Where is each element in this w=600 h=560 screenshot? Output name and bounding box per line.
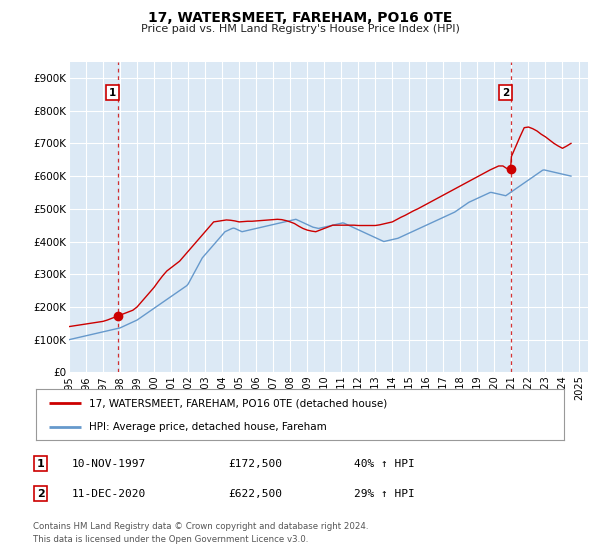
Text: 40% ↑ HPI: 40% ↑ HPI <box>354 459 415 469</box>
Text: 17, WATERSMEET, FAREHAM, PO16 0TE (detached house): 17, WATERSMEET, FAREHAM, PO16 0TE (detac… <box>89 398 387 408</box>
Text: 11-DEC-2020: 11-DEC-2020 <box>72 489 146 499</box>
Text: 17, WATERSMEET, FAREHAM, PO16 0TE: 17, WATERSMEET, FAREHAM, PO16 0TE <box>148 11 452 25</box>
Text: £172,500: £172,500 <box>228 459 282 469</box>
Text: HPI: Average price, detached house, Fareham: HPI: Average price, detached house, Fare… <box>89 422 326 432</box>
Text: £622,500: £622,500 <box>228 489 282 499</box>
Text: 10-NOV-1997: 10-NOV-1997 <box>72 459 146 469</box>
Text: This data is licensed under the Open Government Licence v3.0.: This data is licensed under the Open Gov… <box>33 535 308 544</box>
Text: 2: 2 <box>502 88 509 97</box>
Text: 1: 1 <box>109 88 116 97</box>
Text: 2: 2 <box>37 489 44 499</box>
Text: 1: 1 <box>37 459 44 469</box>
Text: Price paid vs. HM Land Registry's House Price Index (HPI): Price paid vs. HM Land Registry's House … <box>140 24 460 34</box>
Text: Contains HM Land Registry data © Crown copyright and database right 2024.: Contains HM Land Registry data © Crown c… <box>33 522 368 531</box>
Text: 29% ↑ HPI: 29% ↑ HPI <box>354 489 415 499</box>
